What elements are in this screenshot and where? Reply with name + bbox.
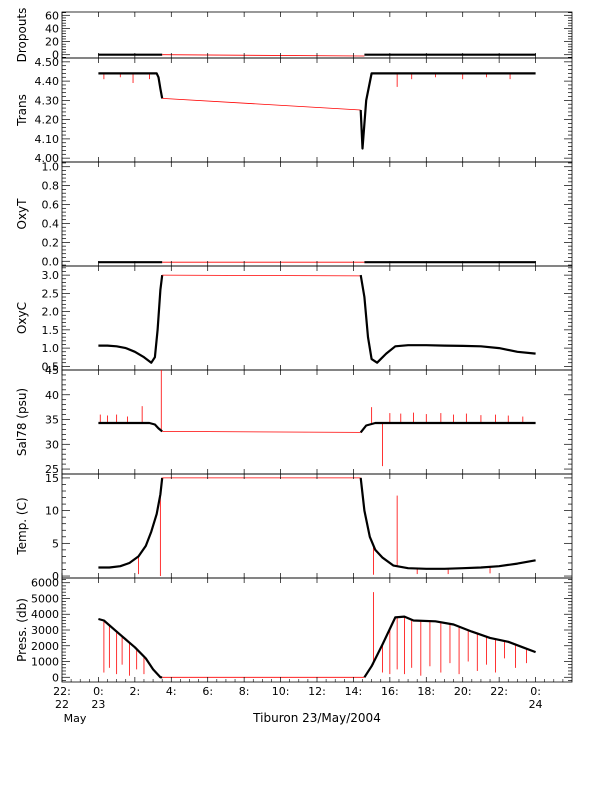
gap-line	[162, 274, 361, 277]
panel-frame	[61, 11, 573, 59]
y-axis-title: Trans	[15, 94, 29, 127]
y-tick-label: 4.20	[35, 114, 60, 127]
y-tick-label: 3000	[31, 624, 59, 637]
y-tick-label: 6000	[31, 577, 59, 590]
y-axis-title: Temp. (C)	[15, 497, 29, 555]
y-tick-label: 2000	[31, 640, 59, 653]
data-line	[359, 72, 536, 150]
y-tick-label: 40	[45, 22, 59, 35]
panel-frame	[61, 161, 573, 267]
y-axis-title: OxyT	[15, 198, 29, 230]
x-tick-label: 2:	[129, 685, 140, 698]
x-tick-label: 8:	[239, 685, 250, 698]
y-tick-label: 0	[52, 671, 59, 684]
y-tick-label: 2.0	[42, 306, 60, 319]
data-line	[359, 274, 536, 364]
x-tick-label: 22:	[490, 685, 508, 698]
x-tick-label: 18:	[417, 685, 435, 698]
y-tick-label: 60	[45, 9, 59, 22]
x-tick-label: 4:	[166, 685, 177, 698]
data-line	[359, 477, 536, 570]
x-tick-sublabel: 23	[91, 698, 105, 711]
data-line	[98, 274, 164, 364]
y-tick-label: 30	[45, 438, 59, 451]
y-tick-label: 0	[52, 49, 59, 62]
y-tick-label: 10	[45, 505, 59, 518]
y-tick-label: 0	[52, 570, 59, 583]
y-tick-label: 0.0	[42, 255, 60, 268]
y-tick-label: 40	[45, 389, 59, 402]
y-tick-label: 45	[45, 364, 59, 377]
panel-3: 0.0 0.2 0.4 0.6 0.8 1.0 OxyT	[15, 161, 573, 268]
y-tick-label: 0.5	[42, 360, 60, 373]
y-axis-title: Press. (db)	[15, 598, 29, 662]
gap-line	[162, 54, 365, 57]
y-axis-title: Dropouts	[15, 8, 29, 63]
x-tick-label: 14:	[345, 685, 363, 698]
panel-4: 0.5 1.0 1.5 2.0 2.5 3.0 OxyC	[15, 265, 573, 373]
y-tick-label: 4.40	[35, 75, 60, 88]
data-line	[363, 615, 536, 678]
y-tick-label: 20	[45, 36, 59, 49]
y-axis-title: Sal78 (psu)	[15, 388, 29, 456]
gap-line	[162, 431, 361, 433]
panel-5: 25 30 35 40 45 Sal78 (psu)	[15, 364, 573, 476]
y-tick-label: 2.5	[42, 287, 60, 300]
panel-2: 4.00 4.10 4.20 4.30 4.40 4.50 Trans	[15, 56, 573, 165]
y-axis-title: OxyC	[15, 302, 29, 334]
y-tick-label: 1.0	[42, 342, 60, 355]
y-tick-label: 3.0	[42, 269, 60, 282]
x-tick-label: 0:	[93, 685, 104, 698]
gap-line	[162, 98, 361, 111]
y-tick-label: 0.4	[42, 217, 60, 230]
x-tick-label: 6:	[202, 685, 213, 698]
data-line	[98, 477, 164, 569]
y-tick-label: 1.5	[42, 324, 60, 337]
x-tick-label: 16:	[381, 685, 399, 698]
y-tick-label: 1.0	[42, 161, 60, 174]
x-tick-label: 0:	[530, 685, 541, 698]
y-tick-label: 4.00	[35, 152, 60, 165]
data-line	[98, 421, 163, 433]
y-tick-label: 5	[52, 537, 59, 550]
x-tick-sublabel: 22	[55, 698, 69, 711]
y-tick-label: 35	[45, 414, 59, 427]
data-line	[98, 72, 164, 99]
y-tick-label: 5000	[31, 592, 59, 605]
x-tick-label: 22:	[53, 685, 71, 698]
y-tick-label: 0.6	[42, 199, 60, 212]
x-axis-month-label: May	[64, 712, 87, 725]
x-axis-title: Tiburon 23/May/2004	[252, 711, 381, 725]
y-tick-label: 0.8	[42, 180, 60, 193]
y-tick-label: 4.30	[35, 94, 60, 107]
x-tick-label: 10:	[272, 685, 290, 698]
y-tick-label: 15	[45, 472, 59, 485]
y-tick-label: 4.10	[35, 133, 60, 146]
y-tick-label: 25	[45, 463, 59, 476]
y-tick-label: 4.50	[35, 56, 60, 69]
x-tick-label: 12:	[308, 685, 326, 698]
data-line	[359, 421, 536, 434]
panel-6: 0 5 10 15 Temp. (C)	[15, 472, 573, 583]
x-tick-sublabel: 24	[529, 698, 543, 711]
x-tick-label: 20:	[454, 685, 472, 698]
data-line	[98, 617, 163, 679]
y-tick-label: 0.2	[42, 236, 60, 249]
y-tick-label: 4000	[31, 608, 59, 621]
y-tick-label: 1000	[31, 656, 59, 669]
